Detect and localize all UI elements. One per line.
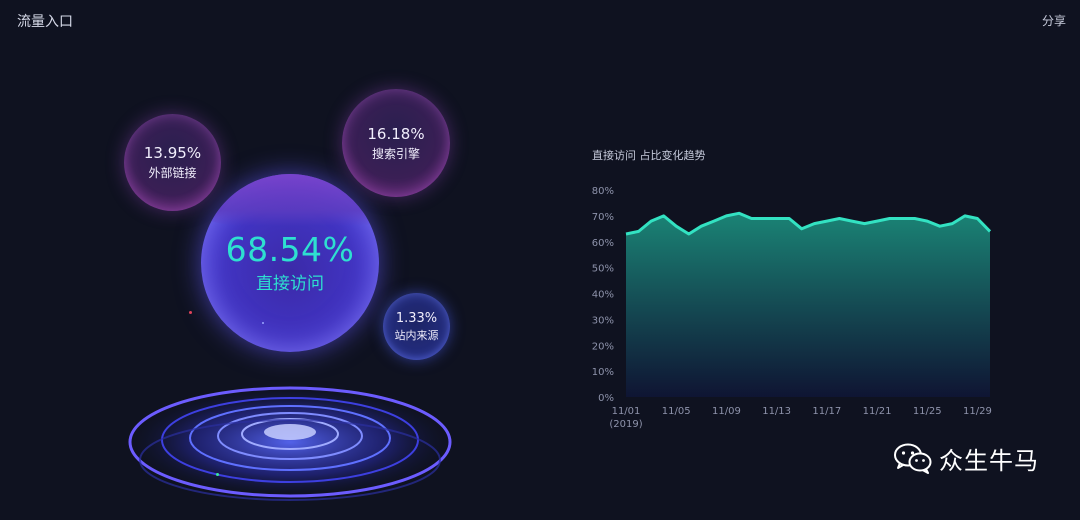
- direct-access-percent: 68.54%: [225, 230, 355, 269]
- external-link-bubble[interactable]: 13.95% 外部链接: [124, 114, 221, 211]
- watermark: 众生牛马: [893, 440, 1039, 476]
- y-tick-label: 40%: [592, 290, 614, 301]
- traffic-source-bubbles: 68.54% 直接访问 13.95% 外部链接 16.18% 搜索引擎 1.33…: [0, 40, 540, 506]
- x-tick-label: 11/13: [762, 406, 791, 417]
- top-bar: 流量入口 分享: [0, 0, 1080, 40]
- direct-access-bubble[interactable]: 68.54% 直接访问: [201, 174, 379, 352]
- x-tick-label: 11/17: [812, 406, 841, 417]
- chart-title: 直接访问 占比变化趋势: [592, 149, 706, 162]
- direct-access-label: 直接访问: [256, 274, 324, 294]
- internal-source-label: 站内来源: [394, 328, 439, 342]
- x-tick-label: 11/09: [712, 406, 741, 417]
- external-link-percent: 13.95%: [143, 144, 202, 162]
- trend-line: [625, 211, 992, 236]
- search-engine-percent: 16.18%: [367, 124, 425, 143]
- x-year-label: (2019): [609, 419, 642, 430]
- y-tick-label: 30%: [592, 315, 614, 326]
- page-title: 流量入口: [17, 14, 73, 30]
- internal-source-bubble[interactable]: 1.33% 站内来源: [383, 293, 450, 360]
- trend-area-chart: 80% 70% 60% 50% 40% 30% 20% 10% 0% 11/01 11/05 11/…: [592, 186, 992, 430]
- y-tick-label: 80%: [592, 186, 614, 197]
- x-tick-label: 11/21: [863, 406, 892, 417]
- y-tick-label: 70%: [592, 212, 614, 223]
- x-tick-label: 11/05: [662, 406, 691, 417]
- wechat-icon: [894, 443, 932, 474]
- x-tick-label: 11/25: [913, 406, 942, 417]
- spark-dot: [189, 311, 192, 314]
- x-tick-label: 11/29: [963, 406, 992, 417]
- watermark-text: 众生牛马: [939, 446, 1039, 475]
- search-engine-label: 搜索引擎: [371, 146, 420, 161]
- spark-dot: [262, 322, 264, 324]
- external-link-label: 外部链接: [148, 166, 197, 180]
- y-tick-label: 0%: [598, 393, 614, 404]
- y-tick-label: 20%: [592, 341, 614, 352]
- search-engine-bubble[interactable]: 16.18% 搜索引擎: [342, 89, 450, 197]
- bubble-cap-highlight: [201, 174, 379, 226]
- y-tick-label: 10%: [592, 367, 614, 378]
- x-tick-label: 11/01: [612, 406, 641, 417]
- pedestal-rings: [128, 386, 452, 501]
- internal-source-percent: 1.33%: [395, 310, 438, 326]
- share-button[interactable]: 分享: [1041, 14, 1066, 28]
- y-tick-label: 60%: [592, 238, 614, 249]
- y-tick-label: 50%: [592, 264, 614, 275]
- area-fill: [626, 213, 990, 397]
- spark-dot: [216, 473, 219, 476]
